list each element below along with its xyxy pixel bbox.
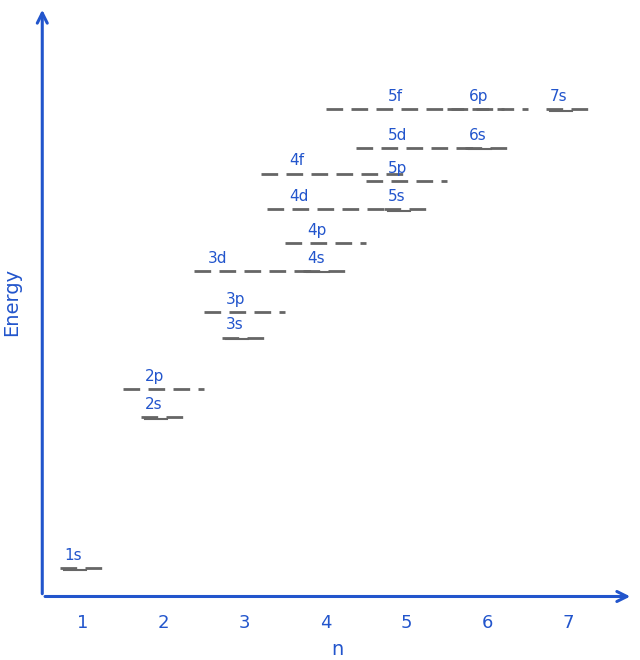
Text: 4f: 4f xyxy=(289,153,304,168)
Text: 4: 4 xyxy=(320,614,332,632)
Text: 3p: 3p xyxy=(226,292,246,307)
Text: 5p: 5p xyxy=(388,161,407,176)
Text: 2: 2 xyxy=(158,614,170,632)
Text: 2s: 2s xyxy=(145,397,163,412)
Text: Energy: Energy xyxy=(2,268,21,336)
Text: n: n xyxy=(332,640,344,659)
Text: 3d: 3d xyxy=(208,251,228,266)
Text: 5f: 5f xyxy=(388,89,403,104)
Text: 3: 3 xyxy=(239,614,250,632)
Text: 1: 1 xyxy=(77,614,88,632)
Text: 6s: 6s xyxy=(468,128,486,143)
Text: 4p: 4p xyxy=(307,222,326,238)
Text: 5: 5 xyxy=(401,614,412,632)
Text: 5s: 5s xyxy=(388,189,406,205)
Text: 4s: 4s xyxy=(307,251,324,266)
Text: 2p: 2p xyxy=(145,369,164,383)
Text: 7: 7 xyxy=(563,614,574,632)
Text: 1s: 1s xyxy=(64,548,82,563)
Text: 6p: 6p xyxy=(468,89,488,104)
Text: 3s: 3s xyxy=(226,317,244,333)
Text: 7s: 7s xyxy=(550,89,567,104)
Text: 6: 6 xyxy=(482,614,493,632)
Text: 4d: 4d xyxy=(289,189,308,205)
Text: 5d: 5d xyxy=(388,128,407,143)
